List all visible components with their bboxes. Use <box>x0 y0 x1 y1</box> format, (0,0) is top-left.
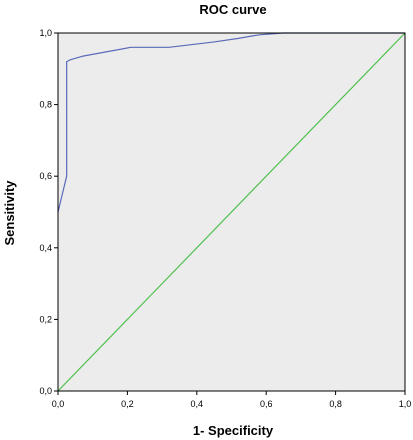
y-axis-ticks: 0,0 0,2 0,4 0,6 0,8 1,0 <box>39 28 58 396</box>
y-tick-label: 0,0 <box>39 386 52 396</box>
x-tick-label: 0,8 <box>329 399 342 409</box>
x-tick-label: 0,0 <box>52 399 65 409</box>
x-tick-label: 0,2 <box>121 399 134 409</box>
x-tick-label: 0,4 <box>191 399 204 409</box>
y-tick-label: 0,4 <box>39 243 52 253</box>
reference-diagonal-line <box>57 32 406 392</box>
x-axis-ticks: 0,0 0,2 0,4 0,6 0,8 1,0 <box>52 391 412 409</box>
y-tick-label: 0,6 <box>39 171 52 181</box>
y-tick-label: 0,8 <box>39 100 52 110</box>
x-tick-label: 1,0 <box>399 399 412 409</box>
y-tick-label: 1,0 <box>39 28 52 38</box>
chart-title: ROC curve <box>199 2 266 17</box>
x-axis-title: 1- Specificity <box>193 423 274 438</box>
y-tick-label: 0,2 <box>39 314 52 324</box>
plot-frame <box>57 32 406 392</box>
y-axis-title: Sensitivity <box>2 180 17 246</box>
roc-curve-line <box>57 32 405 213</box>
series-layer <box>57 32 406 392</box>
x-tick-label: 0,6 <box>260 399 273 409</box>
